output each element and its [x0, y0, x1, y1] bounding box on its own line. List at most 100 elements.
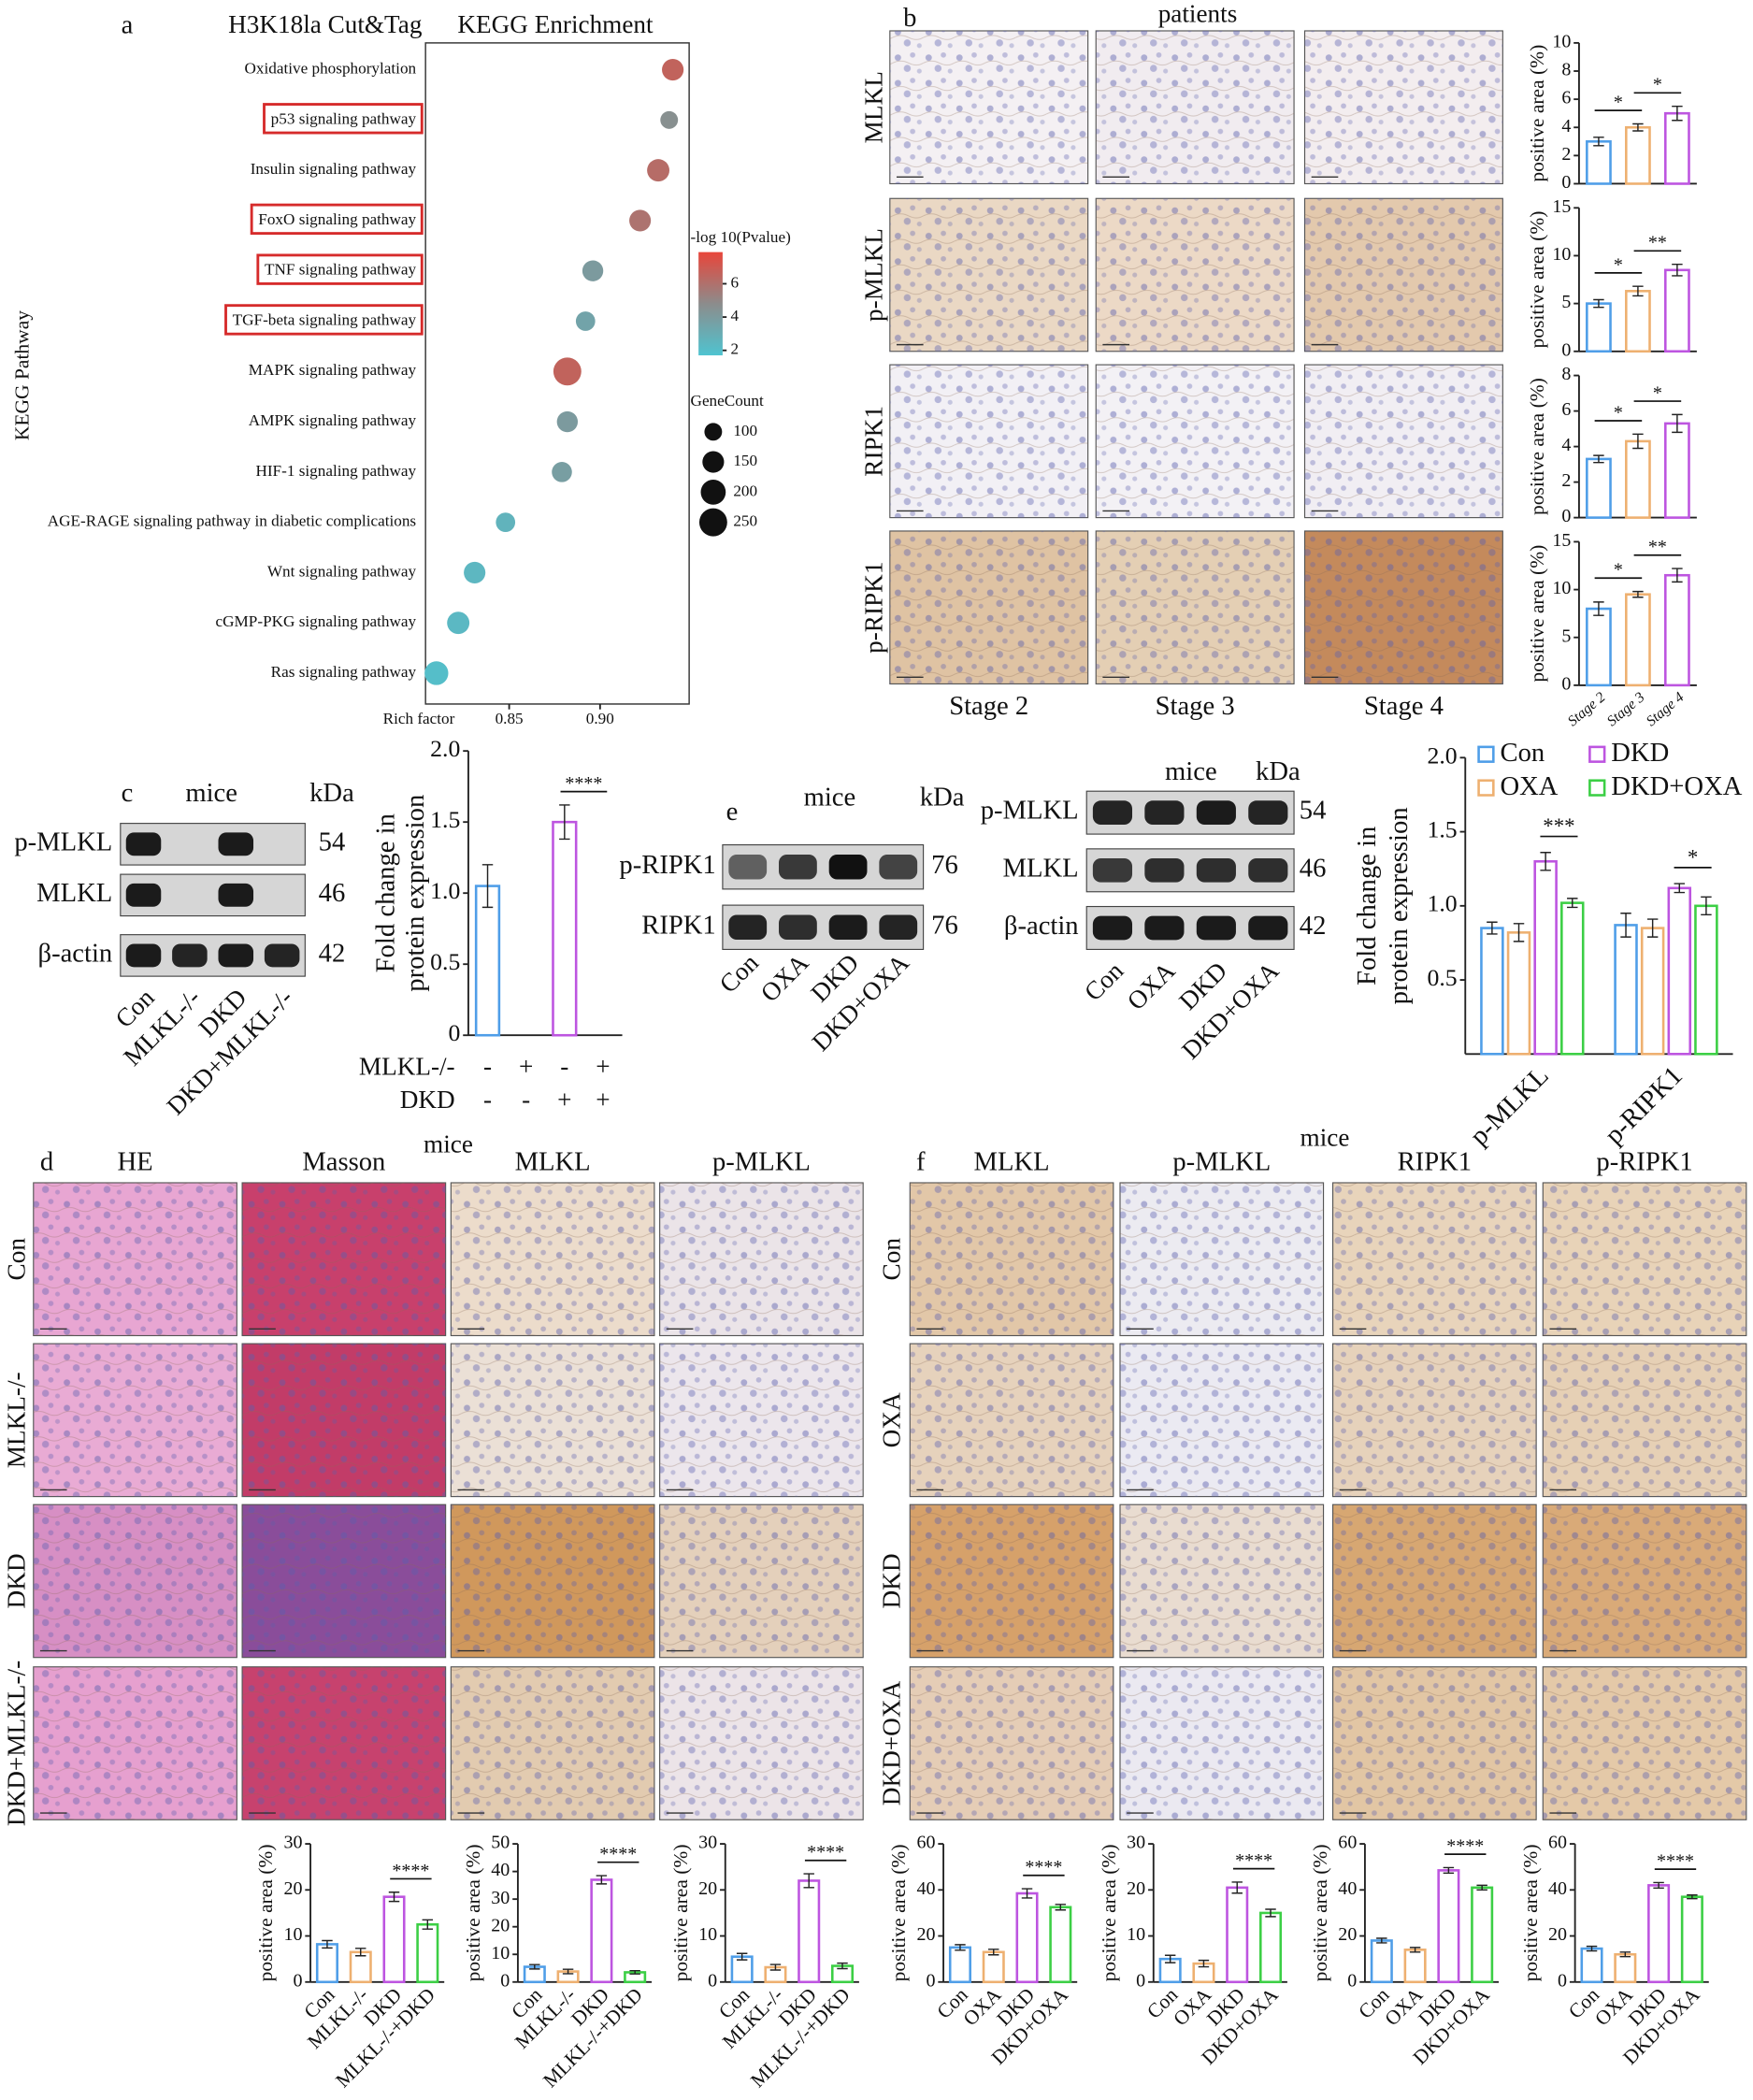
y-tick-label: 30	[1127, 1833, 1145, 1853]
size-legend-label: 250	[733, 512, 757, 530]
y-tick-label: 40	[1338, 1878, 1357, 1899]
x-table-mark: +	[557, 1086, 571, 1114]
error-bar	[1231, 1881, 1243, 1894]
legend-label: OXA	[1500, 771, 1558, 801]
y-axis-label: Fold change in	[371, 813, 401, 972]
y-tick-label: 2.0	[430, 735, 460, 762]
category-label: p53 signaling pathway	[271, 109, 417, 127]
bar	[1640, 927, 1665, 1056]
y-tick-label: 0	[1347, 1970, 1357, 1991]
row-label: p-RIPK1	[860, 562, 888, 654]
significance-label: ****	[807, 1842, 844, 1863]
blot-kda: 42	[1300, 911, 1327, 941]
size-legend-dot	[700, 479, 726, 505]
bar	[1694, 904, 1718, 1056]
y-tick-label: 8	[1561, 60, 1571, 80]
bar	[1667, 886, 1692, 1056]
y-tick-label: 10	[1127, 1924, 1145, 1945]
micrograph-texture	[659, 1344, 864, 1497]
error-bar	[1021, 1888, 1033, 1899]
y-tick-label: 40	[491, 1860, 510, 1880]
category-label: Insulin signaling pathway	[251, 160, 417, 178]
error-bar	[562, 1968, 574, 1975]
significance-label: ****	[1025, 1857, 1062, 1877]
y-tick-label: 15	[1552, 530, 1571, 551]
blot-unit: kDa	[309, 778, 354, 808]
blot-header: mice	[185, 778, 237, 808]
micrograph-texture	[910, 1666, 1114, 1820]
enrichment-dot	[496, 512, 516, 533]
row-label: OXA	[877, 1392, 905, 1447]
blot-band	[125, 883, 162, 907]
y-tick-label: 60	[1548, 1833, 1567, 1853]
legend-swatch	[1588, 745, 1606, 763]
blot-unit: kDa	[920, 782, 965, 812]
error-bar	[1593, 137, 1604, 147]
y-tick-label: 10	[283, 1924, 302, 1945]
blot-row-label: MLKL	[1003, 853, 1079, 883]
error-bar	[1674, 883, 1686, 894]
category-label: HIF-1 signaling pathway	[255, 462, 416, 480]
micrograph-texture	[33, 1182, 237, 1336]
column-label: Stage 4	[1364, 691, 1444, 721]
error-bar	[1672, 105, 1683, 122]
legend-swatch	[1477, 779, 1495, 797]
y-tick-label: 6	[1561, 88, 1571, 108]
error-bar	[1443, 1866, 1455, 1875]
micrograph-texture	[889, 530, 1088, 684]
error-bar	[355, 1948, 366, 1957]
significance-label: **	[1648, 537, 1667, 557]
row-label: DKD+OXA	[877, 1680, 905, 1805]
error-bar	[629, 1969, 640, 1975]
micrograph-texture	[242, 1344, 446, 1497]
size-legend-title: GeneCount	[691, 392, 764, 410]
bar	[1586, 140, 1612, 185]
error-bar	[1593, 454, 1604, 464]
column-label: p-MLKL	[1172, 1146, 1271, 1176]
column-label: Stage 3	[1156, 691, 1235, 721]
micrograph-texture	[1332, 1666, 1537, 1820]
error-bar	[1586, 1945, 1598, 1952]
micrograph-texture	[451, 1666, 654, 1820]
blot-band	[1092, 800, 1133, 825]
bar	[1370, 1939, 1393, 1984]
legend-label: DKD+OXA	[1611, 771, 1742, 801]
y-tick-label: 60	[1338, 1833, 1357, 1853]
bar	[1625, 439, 1651, 519]
micrograph-texture	[451, 1504, 654, 1658]
error-bar	[1632, 122, 1644, 132]
significance-label: *	[1653, 75, 1662, 95]
blot-band	[1144, 857, 1185, 883]
blot-band	[218, 832, 254, 856]
bar	[1580, 1947, 1603, 1984]
y-tick-label: 20	[698, 1878, 717, 1899]
significance-label: ****	[1235, 1850, 1272, 1871]
micrograph-texture	[1096, 530, 1295, 684]
y-axis-label: positive area (%)	[462, 1844, 484, 1981]
error-bar	[1513, 923, 1525, 942]
error-bar	[1476, 1884, 1487, 1891]
error-bar	[1653, 1881, 1664, 1890]
error-bar	[1593, 601, 1604, 616]
row-label: p-MLKL	[860, 228, 888, 322]
micrograph-texture	[1543, 1182, 1746, 1336]
y-axis-label: positive area (%)	[1526, 545, 1548, 683]
error-bar	[1672, 568, 1683, 583]
lane-label: Con	[714, 948, 765, 999]
chart-subtitle: H3K18la Cut&Tag	[228, 10, 423, 38]
blot-kda: 42	[319, 938, 346, 968]
significance-label: ****	[392, 1861, 429, 1881]
error-bar	[1198, 1959, 1210, 1968]
bar	[1437, 1869, 1460, 1984]
blot-band	[125, 832, 162, 856]
y-tick-label: 20	[283, 1878, 302, 1899]
micrograph-texture	[659, 1666, 864, 1820]
significance-label: *	[1614, 93, 1623, 113]
bar	[1586, 302, 1612, 353]
blot-band	[879, 854, 918, 880]
x-table-mark: +	[519, 1052, 533, 1080]
blot-band	[1092, 915, 1133, 941]
colorbar	[698, 252, 723, 356]
highlight-box	[263, 103, 424, 135]
